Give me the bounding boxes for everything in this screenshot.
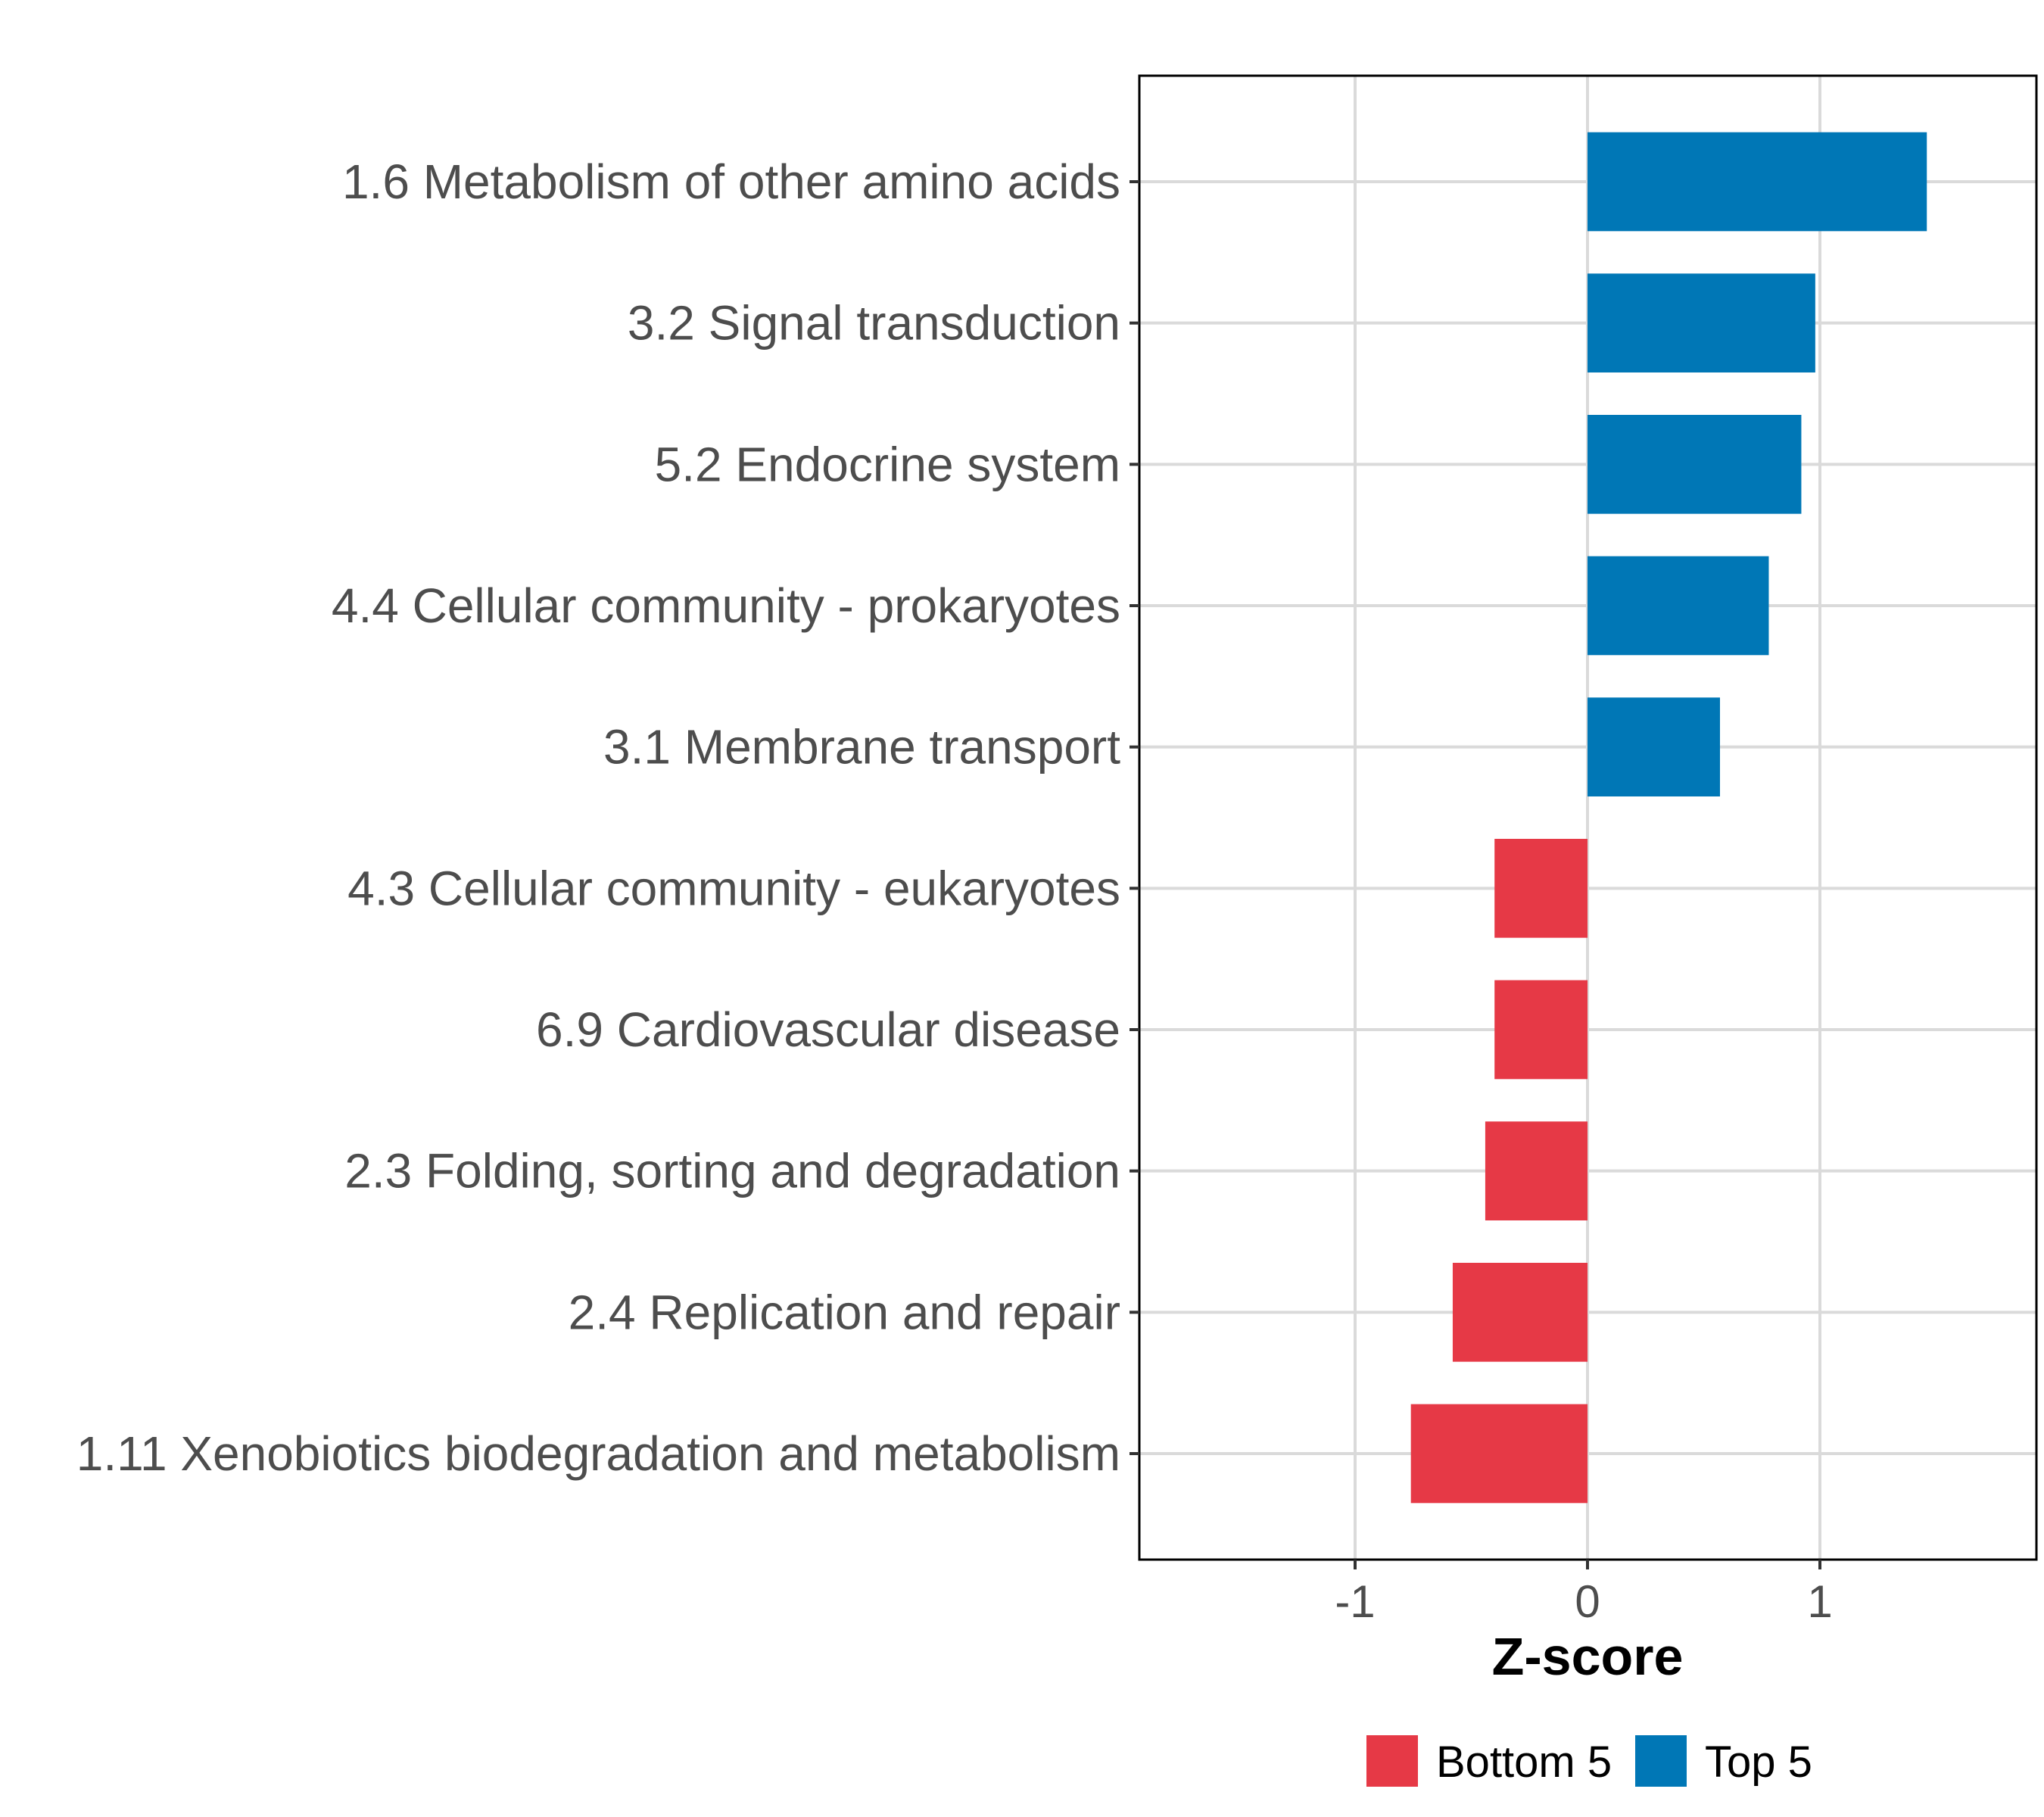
bar bbox=[1494, 839, 1588, 938]
bar bbox=[1588, 273, 1815, 372]
y-tick-label: 3.1 Membrane transport bbox=[603, 720, 1120, 774]
bar bbox=[1410, 1404, 1588, 1504]
y-tick-label: 6.9 Cardiovascular disease bbox=[536, 1002, 1120, 1057]
y-tick-label: 1.6 Metabolism of other amino acids bbox=[342, 154, 1120, 209]
legend-swatch bbox=[1366, 1735, 1418, 1787]
y-tick-label: 4.3 Cellular community - eukaryotes bbox=[347, 861, 1120, 915]
bar bbox=[1485, 1121, 1588, 1220]
bar bbox=[1588, 556, 1769, 656]
bars bbox=[1410, 132, 1927, 1504]
bar bbox=[1452, 1263, 1588, 1362]
legend-label: Bottom 5 bbox=[1436, 1738, 1612, 1787]
y-tick-label: 5.2 Endocrine system bbox=[655, 437, 1120, 491]
x-tick-label: 1 bbox=[1807, 1576, 1832, 1627]
y-tick-label: 1.11 Xenobiotics biodegradation and meta… bbox=[76, 1426, 1120, 1481]
x-tick-label: -1 bbox=[1335, 1576, 1375, 1627]
legend-swatch bbox=[1635, 1735, 1687, 1787]
legend-label: Top 5 bbox=[1705, 1738, 1812, 1787]
x-tick-label: 0 bbox=[1575, 1576, 1600, 1627]
y-tick-label: 2.3 Folding, sorting and degradation bbox=[344, 1144, 1120, 1198]
bar bbox=[1588, 415, 1802, 514]
x-axis-title: Z-score bbox=[1492, 1627, 1684, 1686]
bar bbox=[1588, 132, 1927, 232]
bar bbox=[1494, 980, 1588, 1080]
y-tick-label: 3.2 Signal transduction bbox=[628, 296, 1120, 351]
x-axis: -1 0 1 bbox=[1335, 1560, 1833, 1627]
gridlines bbox=[1139, 76, 2036, 1560]
y-tick-label: 2.4 Replication and repair bbox=[569, 1285, 1120, 1339]
legend: Bottom 5 Top 5 bbox=[1366, 1735, 1812, 1787]
y-tick-label: 4.4 Cellular community - prokaryotes bbox=[332, 578, 1120, 633]
bar bbox=[1588, 697, 1720, 796]
y-axis: 1.6 Metabolism of other amino acids 3.2 S… bbox=[76, 154, 1139, 1481]
